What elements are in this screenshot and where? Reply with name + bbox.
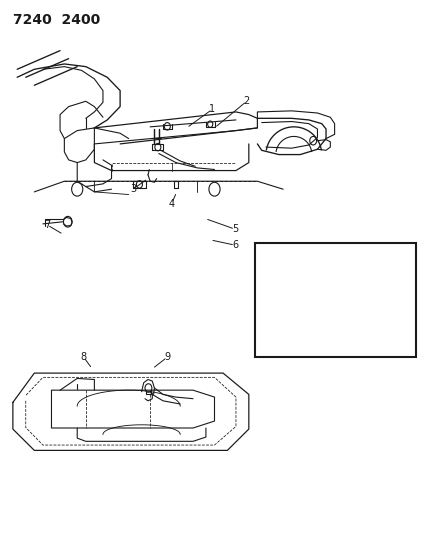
Text: 12: 12 xyxy=(393,332,405,342)
Text: 7240  2400: 7240 2400 xyxy=(13,13,100,27)
Text: 10: 10 xyxy=(363,262,375,271)
Text: 7: 7 xyxy=(44,220,50,230)
Text: 5: 5 xyxy=(232,224,238,234)
Text: 3: 3 xyxy=(130,184,136,194)
Text: 6: 6 xyxy=(232,240,238,250)
Text: 11: 11 xyxy=(275,310,287,319)
Text: 8: 8 xyxy=(81,352,87,362)
Text: 11: 11 xyxy=(277,326,289,335)
Text: 10: 10 xyxy=(309,280,321,290)
Text: 1: 1 xyxy=(209,104,215,114)
Text: 2: 2 xyxy=(244,96,250,106)
Text: 9: 9 xyxy=(164,352,170,362)
Bar xyxy=(255,243,416,357)
Text: 12: 12 xyxy=(320,315,332,325)
Text: 4: 4 xyxy=(169,199,175,208)
